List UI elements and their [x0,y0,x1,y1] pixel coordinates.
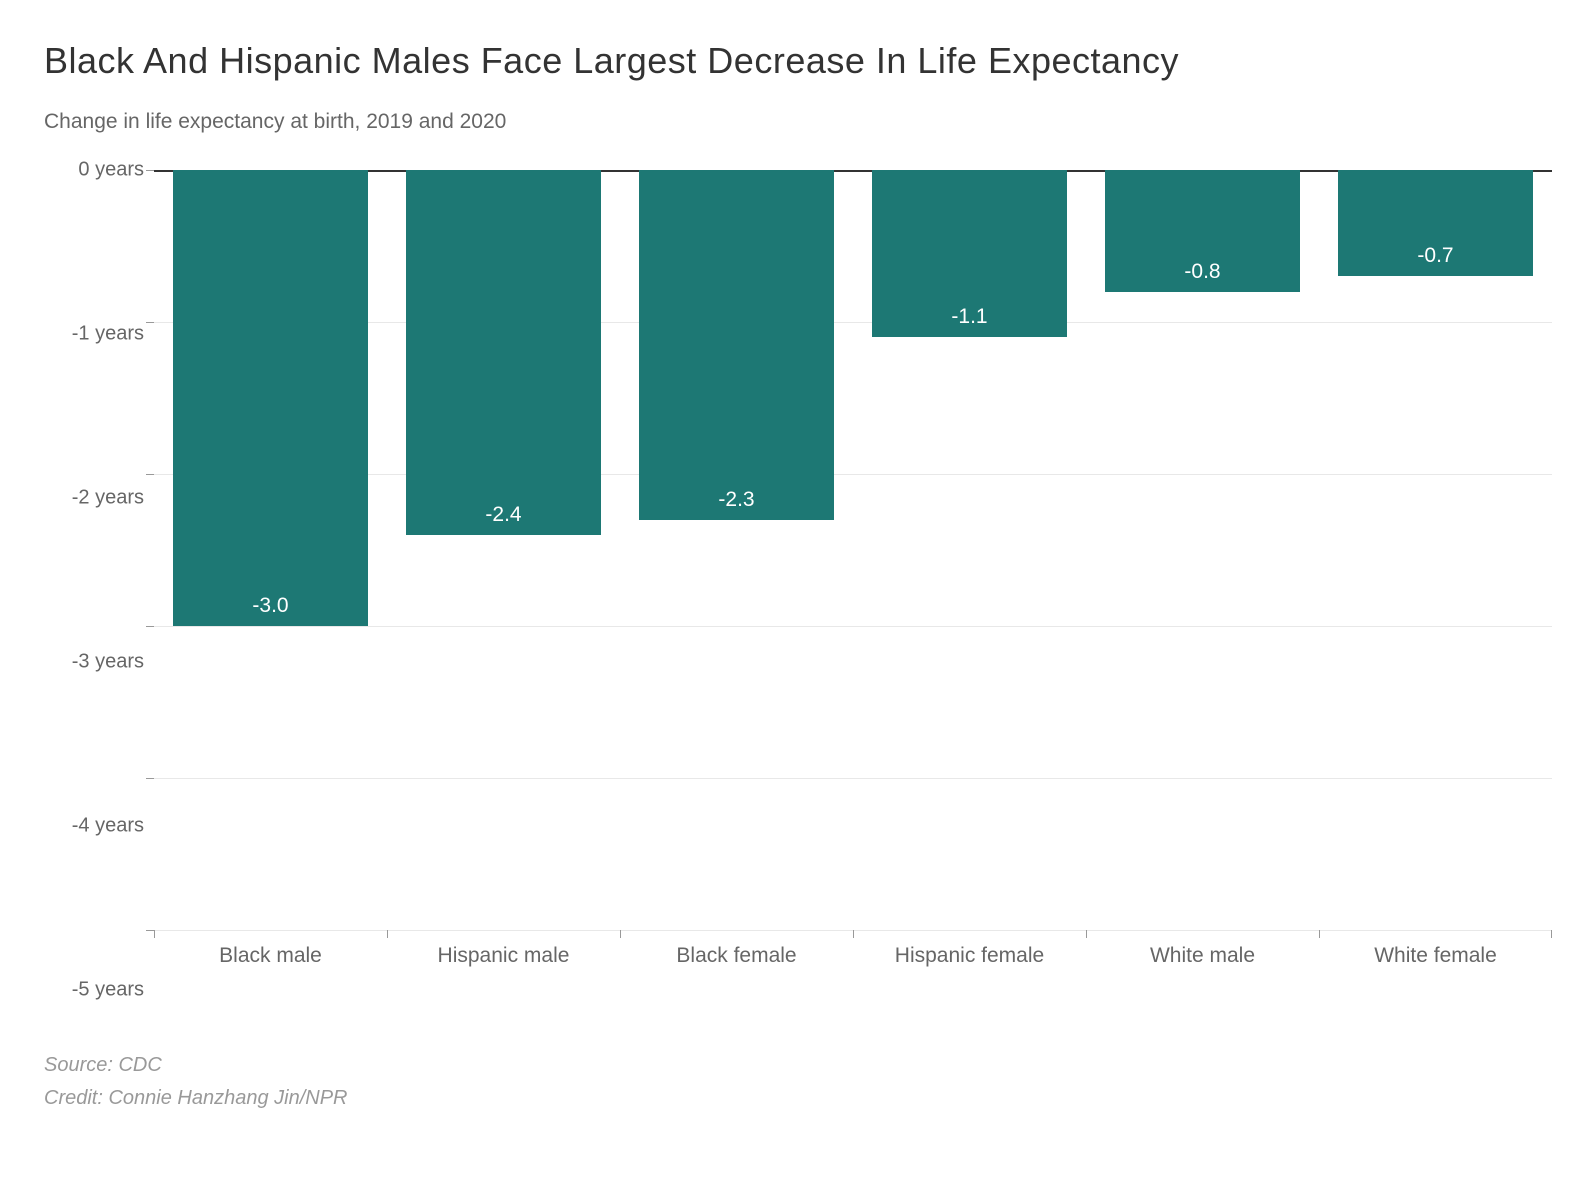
x-axis-label: Hispanic female [853,930,1086,968]
y-axis-label: -5 years [72,979,144,1002]
y-tick-mark [146,322,154,323]
x-axis-label: Black female [620,930,853,968]
bar-value-label: -0.7 [1338,244,1534,268]
x-tick-mark [1086,930,1087,938]
bar: -3.0 [173,170,369,626]
plot-area: -3.0Black male-2.4Hispanic male-2.3Black… [154,170,1552,930]
y-tick-mark [146,778,154,779]
y-tick-mark [146,170,154,171]
y-axis-label: -4 years [72,815,144,838]
chart-container: -3.0Black male-2.4Hispanic male-2.3Black… [44,170,1552,990]
y-axis-label: 0 years [78,159,144,182]
x-axis-label: Black male [154,930,387,968]
bar-value-label: -2.3 [639,488,835,512]
y-axis-label: -2 years [72,487,144,510]
bar-slot: -2.4Hispanic male [387,170,620,930]
x-axis-label: Hispanic male [387,930,620,968]
x-tick-mark [620,930,621,938]
x-tick-mark [154,930,155,938]
bar-value-label: -0.8 [1105,260,1301,284]
source-text: Source: CDC [44,1054,1552,1077]
y-tick-mark [146,930,154,931]
bar: -2.3 [639,170,835,520]
chart-footer: Source: CDC Credit: Connie Hanzhang Jin/… [44,1054,1552,1110]
y-tick-mark [146,626,154,627]
bars-group: -3.0Black male-2.4Hispanic male-2.3Black… [154,170,1552,930]
bar-value-label: -1.1 [872,305,1068,329]
bar-slot: -0.8White male [1086,170,1319,930]
bar-value-label: -2.4 [406,503,602,527]
bar-value-label: -3.0 [173,594,369,618]
bar-slot: -2.3Black female [620,170,853,930]
x-tick-mark [1319,930,1320,938]
x-tick-mark [1551,930,1552,938]
bar-slot: -0.7White female [1319,170,1552,930]
bar-slot: -3.0Black male [154,170,387,930]
y-axis-label: -1 years [72,323,144,346]
bar-slot: -1.1Hispanic female [853,170,1086,930]
y-tick-mark [146,474,154,475]
credit-text: Credit: Connie Hanzhang Jin/NPR [44,1087,1552,1110]
bar: -0.7 [1338,170,1534,276]
x-tick-mark [853,930,854,938]
x-axis-label: White female [1319,930,1552,968]
chart-title: Black And Hispanic Males Face Largest De… [44,40,1552,82]
bar: -1.1 [872,170,1068,337]
chart-subtitle: Change in life expectancy at birth, 2019… [44,110,1552,134]
bar: -2.4 [406,170,602,535]
bar: -0.8 [1105,170,1301,292]
x-axis-label: White male [1086,930,1319,968]
y-axis-label: -3 years [72,651,144,674]
x-tick-mark [387,930,388,938]
